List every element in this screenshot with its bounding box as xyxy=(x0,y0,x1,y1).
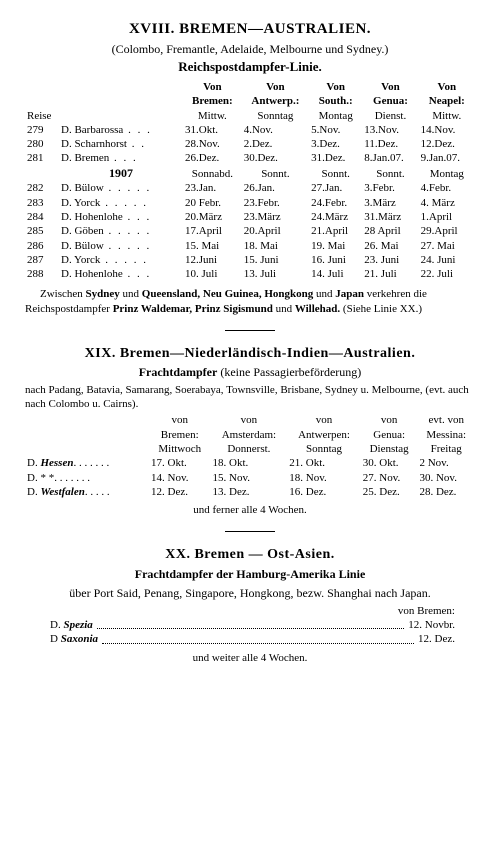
table-row: 279 D. Barbarossa . . . 31.Okt. 4.Nov. 5… xyxy=(25,123,475,137)
table-row: 283 D. Yorck . . . . . 20 Febr. 23.Febr.… xyxy=(25,196,475,210)
table-row: 286 D. Bülow . . . . . 15. Mai 18. Mai 1… xyxy=(25,239,475,253)
section-20-title: XX. Bremen — Ost-Asien. xyxy=(25,546,475,564)
hdr-von: Von xyxy=(419,80,475,94)
section-18-note: Zwischen Sydney und Queensland, Neu Guin… xyxy=(25,287,475,316)
hdr-von: Von xyxy=(183,80,242,94)
section-20-route: über Port Said, Penang, Singapore, Hongk… xyxy=(25,586,475,602)
day: Sonnt. xyxy=(242,166,309,182)
section-20-footer: und weiter alle 4 Wochen. xyxy=(25,651,475,665)
schedule-table-20: D. Spezia 12. Novbr. D Saxonia 12. Dez. xyxy=(25,618,475,647)
table-row: 280 D. Scharnhorst . . 28.Nov. 2.Dez. 3.… xyxy=(25,137,475,151)
table-row: 282 D. Bülow . . . . . 23.Jan. 26.Jan. 2… xyxy=(25,181,475,195)
day: Mittw. xyxy=(183,109,242,123)
table-row: 284 D. Hohenlohe . . . 20.März 23.März 2… xyxy=(25,210,475,224)
port: Genua: xyxy=(362,94,418,108)
day: Montag xyxy=(309,109,362,123)
port: Bremen: xyxy=(183,94,242,108)
day: Sonntag xyxy=(242,109,309,123)
day: Dienst. xyxy=(362,109,418,123)
table-row: 285 D. Göben . . . . . 17.April 20.April… xyxy=(25,224,475,238)
table-row: D. Hessen. . . . . . . 17. Okt. 18. Okt.… xyxy=(25,456,475,470)
day: Montag xyxy=(419,166,475,182)
port: Antwerp.: xyxy=(242,94,309,108)
port: Neapel: xyxy=(419,94,475,108)
reise-label: Reise xyxy=(25,109,59,123)
section-18: XVIII. BREMEN—AUSTRALIEN. (Colombo, Frem… xyxy=(25,20,475,316)
divider xyxy=(225,531,275,532)
table-row: 287 D. Yorck . . . . . 12.Juni 15. Juni … xyxy=(25,253,475,267)
section-19-footer: und ferner alle 4 Wochen. xyxy=(25,503,475,517)
section-19-subheading: Frachtdampfer (keine Passagierbeförderun… xyxy=(25,365,475,381)
section-20: XX. Bremen — Ost-Asien. Frachtdampfer de… xyxy=(25,546,475,665)
hdr-von: Von xyxy=(242,80,309,94)
port-label: von Bremen: xyxy=(25,604,475,618)
table-row: D. * *. . . . . . . 14. Nov. 15. Nov. 18… xyxy=(25,471,475,485)
section-19-dest: nach Padang, Batavia, Samarang, Soerabay… xyxy=(25,383,475,412)
table-row: 281 D. Bremen . . . 26.Dez. 30.Dez. 31.D… xyxy=(25,151,475,165)
port: South.: xyxy=(309,94,362,108)
schedule-table-19: von von von von evt. von Bremen: Amsterd… xyxy=(25,413,475,499)
table-row: D. Westfalen. . . . . 12. Dez. 13. Dez. … xyxy=(25,485,475,499)
hdr-von: Von xyxy=(309,80,362,94)
table-row: D. Spezia 12. Novbr. xyxy=(25,618,475,632)
divider xyxy=(225,330,275,331)
table-row: D Saxonia 12. Dez. xyxy=(25,632,475,646)
day: Mittw. xyxy=(419,109,475,123)
table-row: 288 D. Hohenlohe . . . 10. Juli 13. Juli… xyxy=(25,267,475,281)
day: Sonnabd. xyxy=(183,166,242,182)
year-label: 1907 xyxy=(59,166,183,182)
section-19: XIX. Bremen—Niederländisch-Indien—Austra… xyxy=(25,345,475,517)
section-18-title: XVIII. BREMEN—AUSTRALIEN. xyxy=(25,20,475,40)
hdr-von: Von xyxy=(362,80,418,94)
section-19-title: XIX. Bremen—Niederländisch-Indien—Austra… xyxy=(25,345,475,363)
section-18-subtitle: (Colombo, Fremantle, Adelaide, Melbourne… xyxy=(25,42,475,58)
section-20-subheading: Frachtdampfer der Hamburg-Amerika Linie xyxy=(25,567,475,583)
day: Sonnt. xyxy=(309,166,362,182)
day: Sonnt. xyxy=(362,166,418,182)
section-18-subheading: Reichspostdampfer-Linie. xyxy=(25,59,475,76)
schedule-table-18: Von Von Von Von Von Bremen: Antwerp.: So… xyxy=(25,80,475,281)
